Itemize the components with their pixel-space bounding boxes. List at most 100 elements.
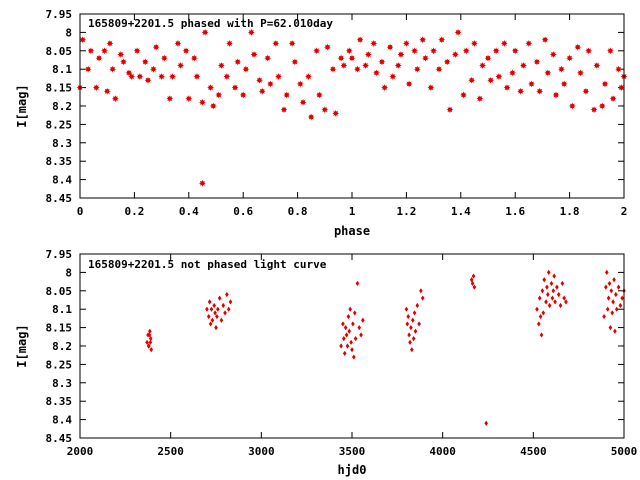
data-point: [471, 40, 478, 47]
data-point: [511, 47, 519, 55]
data-point: [460, 91, 467, 99]
data-point: [408, 339, 412, 345]
data-point: [476, 95, 484, 103]
data-point: [92, 84, 100, 91]
chart-title: 165809+2201.5 phased with P=62.010day: [88, 17, 333, 30]
data-point: [364, 51, 372, 58]
y-tick-label: 8.15: [46, 322, 73, 335]
y-tick-label: 8.15: [46, 82, 73, 95]
data-point: [228, 299, 233, 305]
data-point: [351, 321, 355, 327]
y-tick-label: 8.2: [52, 340, 72, 353]
x-tick-label: 4500: [520, 445, 547, 458]
data-point: [607, 47, 614, 55]
data-point: [356, 36, 364, 44]
data-point: [152, 43, 160, 51]
data-point: [340, 62, 348, 69]
data-point: [553, 299, 557, 305]
data-point: [207, 299, 212, 305]
data-point: [149, 347, 154, 353]
data-point: [598, 102, 606, 110]
data-point: [420, 295, 425, 301]
data-point: [537, 295, 542, 301]
data-point: [560, 280, 565, 287]
data-point: [146, 343, 151, 349]
data-point: [117, 51, 125, 58]
data-point: [217, 295, 222, 301]
data-point: [148, 339, 153, 345]
data-point: [264, 54, 272, 62]
data-point: [443, 58, 451, 66]
data-point: [604, 269, 609, 275]
x-tick-label: 1.4: [451, 205, 471, 218]
data-point: [438, 36, 446, 44]
data-point: [288, 40, 296, 47]
data-point: [528, 80, 535, 88]
data-point: [272, 40, 280, 47]
data-point: [199, 98, 206, 106]
x-tick-label: 0.4: [179, 205, 199, 218]
data-point: [144, 76, 152, 84]
plot-frame: [79, 253, 625, 439]
data-point: [564, 299, 568, 305]
data-point: [417, 321, 421, 327]
data-point: [299, 98, 307, 106]
data-point: [562, 295, 566, 301]
data-point: [275, 73, 282, 80]
data-point: [536, 321, 541, 327]
data-point: [593, 62, 601, 69]
data-point: [291, 58, 299, 66]
data-point: [539, 332, 544, 338]
plot-frame: [79, 13, 625, 199]
data-point: [145, 339, 149, 345]
data-point: [342, 336, 346, 342]
data-point: [147, 332, 152, 338]
data-point: [451, 51, 459, 58]
data-point: [177, 62, 185, 69]
data-point: [517, 87, 525, 95]
data-point: [120, 58, 127, 66]
data-point: [348, 54, 356, 62]
data-point: [604, 284, 608, 290]
x-tick-label: 1: [349, 205, 356, 218]
data-point: [435, 65, 443, 73]
data-point: [231, 84, 239, 91]
data-point: [148, 328, 152, 334]
data-point: [324, 43, 331, 51]
y-tick-label: 8.1: [52, 303, 72, 316]
x-tick-label: 3500: [339, 445, 366, 458]
data-point: [492, 47, 500, 55]
x-tick-label: 2500: [157, 445, 184, 458]
data-point: [215, 91, 223, 99]
data-point: [234, 58, 242, 66]
data-point: [525, 40, 533, 47]
data-point: [208, 321, 213, 327]
data-point: [547, 302, 552, 309]
data-point: [411, 336, 416, 342]
data-point: [610, 310, 615, 316]
data-point: [446, 106, 454, 114]
data-point: [546, 269, 551, 275]
data-point: [495, 73, 503, 80]
data-point: [487, 76, 495, 84]
data-point: [350, 347, 354, 353]
data-point: [544, 69, 552, 77]
data-point: [182, 47, 190, 55]
data-point: [552, 91, 560, 99]
data-point: [256, 76, 263, 84]
x-tick-label: 0.2: [124, 205, 144, 218]
data-point: [582, 87, 590, 95]
data-point: [283, 91, 291, 99]
data-point: [346, 313, 351, 320]
x-tick-label: 4000: [429, 445, 456, 458]
data-point: [109, 65, 117, 73]
data-point: [616, 284, 621, 290]
data-point: [590, 106, 598, 114]
data-point: [415, 302, 420, 309]
y-tick-label: 8.05: [46, 45, 73, 58]
x-tick-label: 5000: [611, 445, 638, 458]
data-point: [419, 288, 423, 294]
data-point: [608, 325, 613, 331]
data-point: [410, 347, 414, 353]
